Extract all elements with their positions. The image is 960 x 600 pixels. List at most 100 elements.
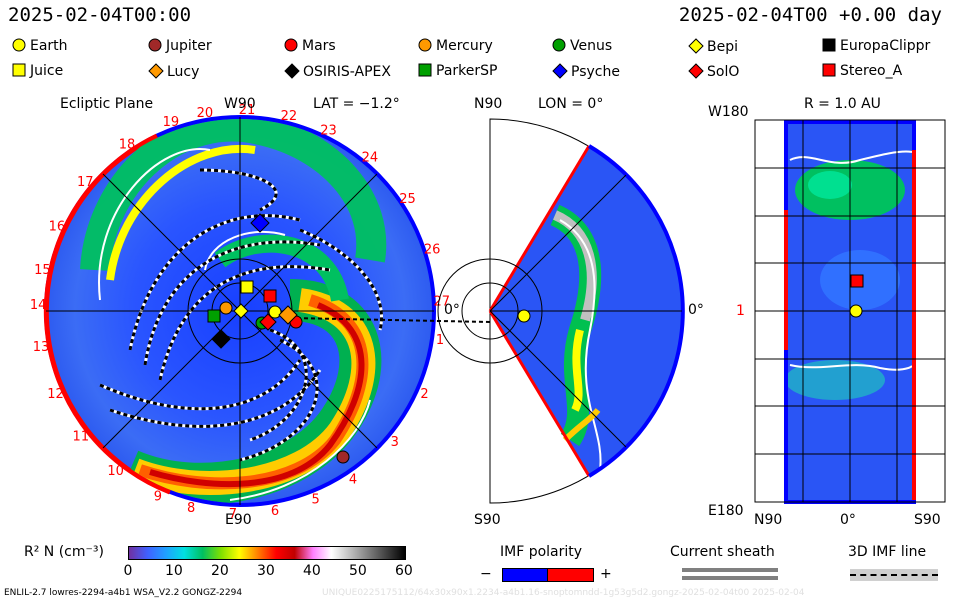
legend-item-parkersp: ParkerSP [418, 63, 497, 79]
colorbar-tick: 0 [123, 563, 133, 579]
ecliptic-lat-label: LAT = −1.2° [313, 96, 400, 112]
legend-label: Jupiter [166, 38, 212, 54]
meridional-panel [437, 118, 685, 504]
mercury-marker [219, 301, 233, 315]
footer-left: ENLIL-2.7 lowres-2294-a4b1 WSA_V2.2 GONG… [4, 588, 243, 598]
legend-label: Mars [302, 38, 336, 54]
imf-negative-swatch [502, 568, 549, 582]
carrington-label: 18 [119, 138, 136, 153]
legend-item-psyche: Psyche [552, 63, 620, 80]
carrington-label: 2 [420, 387, 428, 402]
date-left: 2025-02-04T00:00 [8, 4, 192, 26]
carrington-label: 4 [349, 472, 357, 487]
imfline-title: 3D IMF line [848, 544, 927, 560]
bepi-marker [233, 303, 249, 319]
legend-label: Stereo_A [840, 63, 903, 79]
legend-item-juice: Juice [12, 63, 63, 79]
map-left-tick: 1 [736, 303, 745, 319]
map-stereo-a-marker [850, 274, 864, 288]
carrington-label: 25 [399, 192, 416, 207]
carrington-label: 8 [187, 501, 195, 516]
meridional-lon-label: LON = 0° [538, 96, 604, 112]
map-title: R = 1.0 AU [804, 96, 881, 112]
ecliptic-top-label: W90 [224, 96, 256, 112]
carrington-label: 23 [320, 123, 337, 138]
legend-item-osiris-apex: OSIRIS-APEX [284, 63, 391, 80]
map-x-left: N90 [754, 512, 783, 528]
sheath-line-2 [682, 576, 778, 580]
legend-label: Venus [570, 38, 613, 54]
ecliptic-markers [207, 213, 350, 464]
carrington-label: 16 [49, 220, 66, 235]
osiris-apex-marker [211, 329, 231, 349]
legend-label: Juice [30, 63, 64, 79]
ecliptic-title: Ecliptic Plane [60, 96, 154, 112]
legend-item-europaclippr: EuropaClippr [822, 38, 930, 54]
carrington-label: 20 [197, 106, 214, 121]
lucy-marker [278, 305, 298, 325]
imf-title: IMF polarity [500, 544, 583, 560]
legend-label: EuropaClippr [840, 38, 931, 54]
legend-item-bepi: Bepi [688, 38, 738, 55]
colorbar-tick: 50 [349, 563, 367, 579]
legend-label: OSIRIS-APEX [303, 64, 391, 80]
parkersp-marker [207, 309, 221, 323]
earth-marker [268, 305, 282, 319]
jupiter-marker [336, 450, 350, 464]
stereo-a-marker [263, 289, 277, 303]
carrington-label: 6 [271, 504, 279, 519]
legend-label: Mercury [436, 38, 493, 54]
legend-label: Bepi [707, 39, 738, 55]
colorbar-tick: 20 [211, 563, 229, 579]
legend-item-earth: Earth [12, 38, 68, 54]
carrington-label: 7 [229, 507, 237, 522]
carrington-label: 3 [391, 435, 399, 450]
map-x-right: S90 [914, 512, 941, 528]
ecliptic-right-label: 0° [444, 302, 460, 318]
legend-item-stereo-a: Stereo_A [822, 63, 902, 79]
sheath-title: Current sheath [670, 544, 775, 560]
footer-right: UNIQUE0225175112/64x30x90x1.2234-a4b1.16… [322, 588, 805, 598]
carrington-label: 14 [30, 298, 47, 313]
meridional-right-label: 0° [688, 302, 704, 318]
carrington-label: 9 [154, 490, 162, 505]
psyche-marker [250, 213, 270, 233]
carrington-label: 26 [424, 243, 441, 258]
solo-marker [259, 313, 277, 331]
imfline-swatch [850, 569, 938, 581]
ecliptic-panel [43, 115, 491, 507]
carrington-label: 27 [433, 294, 450, 309]
map-bottom-left: E180 [708, 503, 744, 519]
date-right: 2025-02-04T00 +0.00 day [678, 4, 942, 26]
juice-marker [240, 280, 254, 294]
colorbar-tick: 30 [257, 563, 275, 579]
legend-label: Psyche [571, 64, 620, 80]
carrington-label: 13 [33, 340, 50, 355]
carrington-label: 10 [107, 464, 124, 479]
colorbar-tick: 40 [303, 563, 321, 579]
colorbar [128, 546, 406, 560]
map-panel [754, 119, 946, 504]
imf-positive-swatch [547, 568, 594, 582]
legend-item-mars: Mars [284, 38, 336, 54]
carrington-label: 22 [281, 109, 298, 124]
legend-label: Earth [30, 38, 68, 54]
legend-label: ParkerSP [436, 63, 498, 79]
carrington-label: 19 [163, 115, 180, 130]
colorbar-tick: 60 [395, 563, 413, 579]
carrington-label: 1 [436, 333, 444, 348]
map-top-left: W180 [708, 104, 749, 120]
meridional-bottom-label: S90 [474, 512, 501, 528]
meridional-top-label: N90 [474, 96, 503, 112]
carrington-label: 5 [312, 492, 320, 507]
meridional-earth-marker [517, 309, 531, 323]
imf-minus: − [480, 566, 492, 582]
carrington-label: 17 [77, 175, 94, 190]
colorbar-tick: 10 [165, 563, 183, 579]
legend-item-mercury: Mercury [418, 38, 493, 54]
sheath-line-1 [682, 568, 778, 572]
legend-item-venus: Venus [552, 38, 612, 54]
carrington-label: 12 [47, 387, 64, 402]
